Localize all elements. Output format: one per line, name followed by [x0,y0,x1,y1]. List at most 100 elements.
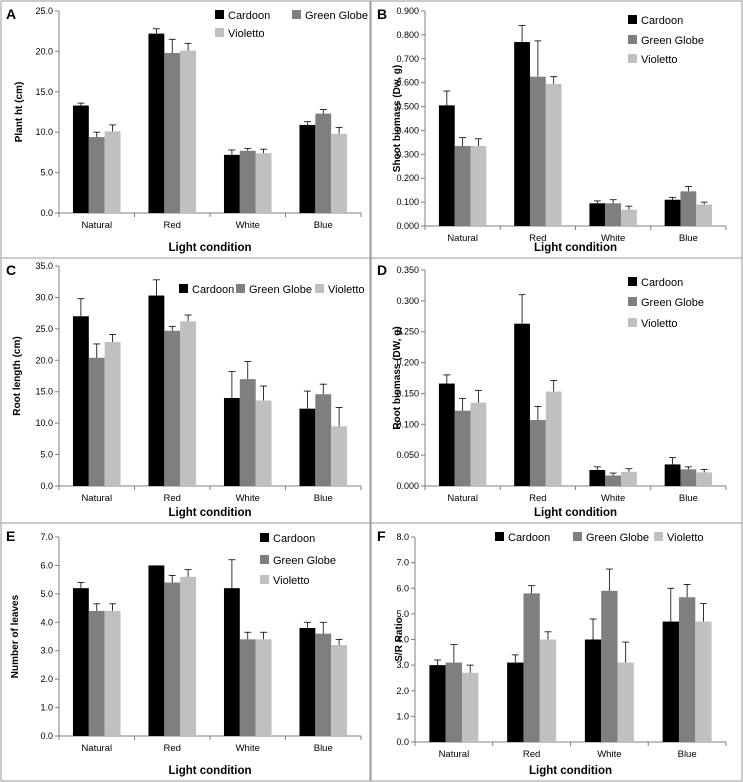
x-tick-label: White [601,493,625,504]
x-tick-label: Red [529,493,546,504]
y-tick-label: 1.0 [40,703,53,713]
bar-violetto [617,662,634,742]
x-tick-label: White [601,233,625,244]
x-tick-label: Red [529,233,546,244]
y-tick-label: 5.0 [40,168,53,178]
bar-cardoon [584,639,602,742]
bar-green-globe [680,191,697,226]
bar-green-globe [529,419,546,486]
y-tick-label: 0.0 [40,481,53,491]
y-tick-label: 5.0 [40,589,53,599]
legend-swatch [292,10,301,19]
bar-violetto [104,342,121,486]
bar-violetto [180,50,197,214]
bar-green-globe [678,597,696,742]
y-tick-label: 4.0 [396,635,409,645]
y-tick-label: 3.0 [40,646,53,656]
y-axis-title: Root biomass (DW, g) [392,326,403,429]
y-tick-label: 7.0 [396,558,409,568]
y-tick-label: 0.100 [396,419,419,429]
y-tick-label: 0.700 [396,54,419,64]
bar-cardoon [514,323,530,486]
y-tick-label: 0.500 [396,102,419,112]
bar-green-globe [445,662,463,742]
panel-border [0,522,371,782]
legend-entry: Violetto [641,318,678,330]
bar-cardoon [664,199,681,226]
y-tick-label: 0.200 [396,173,419,183]
y-tick-label: 1.0 [396,711,409,721]
y-tick-label: 0.300 [396,296,419,306]
x-tick-label: Blue [678,749,697,760]
bar-violetto [621,209,637,226]
legend-swatch [628,297,637,306]
bar-violetto [621,471,637,486]
legend-entry: Green Globe [249,284,312,296]
bar-cardoon [148,565,165,736]
legend-swatch [628,15,637,24]
bar-green-globe [164,582,181,736]
y-tick-label: 0.600 [396,78,419,88]
y-tick-label: 20.0 [35,355,53,365]
x-tick-label: Natural [447,233,478,244]
bar-green-globe [605,203,622,226]
bar-violetto [255,400,272,486]
bar-violetto [104,131,121,213]
y-tick-label: 0.150 [396,388,419,398]
bar-violetto [539,639,557,742]
legend-entry: Green Globe [305,10,368,22]
y-tick-label: 2.0 [40,674,53,684]
legend-swatch [654,532,663,541]
x-tick-label: Blue [314,493,333,504]
y-tick-label: 35.0 [35,261,53,271]
bar-green-globe [88,610,105,736]
y-axis-title: S/R Ratio [394,617,405,661]
legend-swatch [628,277,637,286]
bar-violetto [331,645,348,736]
bar-green-globe [88,357,105,486]
y-tick-label: 0.0 [396,737,409,747]
bar-violetto [255,639,272,736]
bar-green-globe [315,394,332,486]
legend-entry: Cardoon [641,15,683,27]
y-axis-title: Root length (cm) [12,336,23,415]
x-tick-label: White [236,743,260,754]
x-tick-label: Red [164,743,181,754]
bar-green-globe [523,593,540,742]
bar-cardoon [148,295,165,486]
bar-green-globe [454,410,471,486]
bar-cardoon [299,627,316,736]
y-tick-label: 6.0 [40,560,53,570]
y-tick-label: 5.0 [40,450,53,460]
y-tick-label: 0.0 [40,731,53,741]
y-tick-label: 0.000 [396,481,419,491]
legend-entry: Violetto [667,532,704,544]
bar-violetto [696,204,713,226]
y-tick-label: 3.0 [396,660,409,670]
legend-entry: Green Globe [641,35,704,47]
panel-border [370,522,743,782]
legend-entry: Cardoon [508,532,550,544]
bar-cardoon [429,665,446,742]
legend-swatch [260,555,269,564]
chart-panel-c: C 0.0 5.0 10.0 15.0 20.0 25.0 30.0 35.0 Natural Re… [0,257,371,524]
y-tick-label: 10.0 [35,127,53,137]
bar-cardoon [507,662,524,742]
panel-letter: F [377,528,386,544]
bar-green-globe [88,137,105,213]
bar-cardoon [589,469,606,486]
y-tick-label: 25.0 [35,324,53,334]
x-tick-label: White [236,493,260,504]
y-tick-label: 15.0 [35,387,53,397]
bar-cardoon [438,105,455,226]
bar-violetto [180,576,197,736]
bar-cardoon [72,588,89,736]
chart-panel-f: F 0.0 1.0 2.0 3.0 4.0 5.0 6.0 7.0 8.0 Natural Red Wh… [370,522,743,782]
y-tick-label: 20.0 [35,46,53,56]
bar-green-globe [239,639,256,736]
bar-cardoon [299,124,316,213]
bar-cardoon [72,105,89,213]
legend-entry: Violetto [228,28,265,40]
legend-swatch [260,533,269,542]
legend-swatch [315,284,324,293]
